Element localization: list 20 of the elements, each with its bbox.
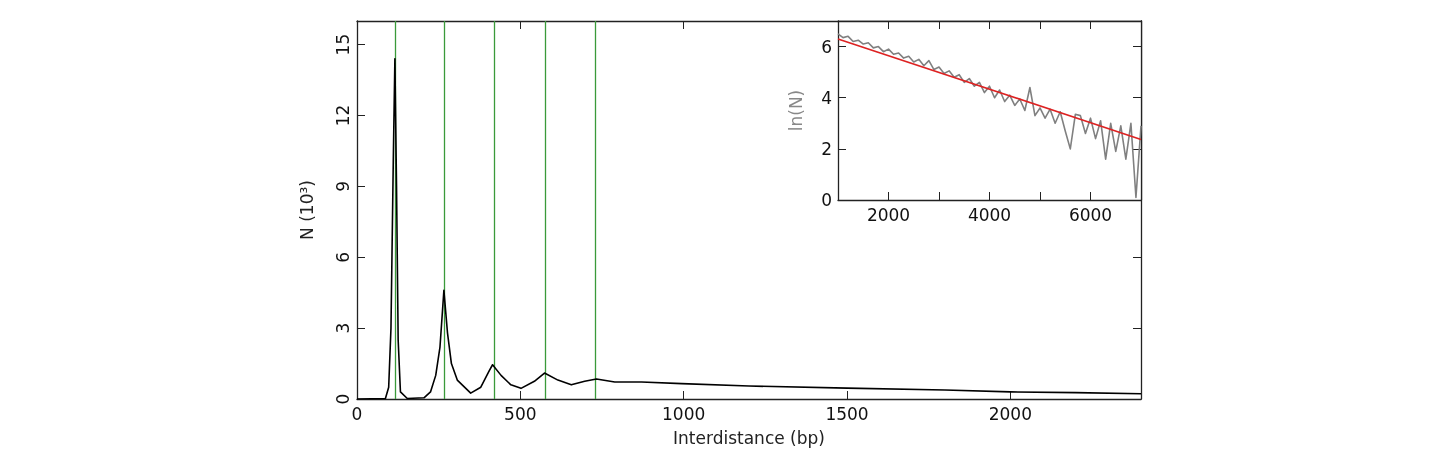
y-axis-title: N (10³) xyxy=(296,180,317,240)
x-tick-label: 500 xyxy=(504,403,537,424)
x-tick-label: 4000 xyxy=(967,204,1012,225)
y-tick-label: 0 xyxy=(332,393,353,405)
y-tick-label: 6 xyxy=(332,251,353,263)
x-tick-label: 1000 xyxy=(662,403,706,424)
y-tick-label: 3 xyxy=(332,322,353,334)
y-tick-label: 4 xyxy=(821,87,832,108)
x-axis-title: Interdistance (bp) xyxy=(673,427,825,448)
x-tick-label: 1500 xyxy=(825,403,869,424)
y-tick-label: 0 xyxy=(821,190,832,210)
y-tick-label: 6 xyxy=(821,36,832,57)
y-tick-label: 9 xyxy=(332,180,353,192)
y-tick-label: 2 xyxy=(821,138,832,159)
x-tick-label: 2000 xyxy=(988,403,1032,424)
y-tick-label: 15 xyxy=(332,33,353,56)
y-tick-label: 12 xyxy=(332,104,353,127)
y-axis-title: ln(N) xyxy=(785,89,806,132)
x-tick-label: 2000 xyxy=(866,204,911,225)
x-tick-label: 6000 xyxy=(1068,204,1113,225)
